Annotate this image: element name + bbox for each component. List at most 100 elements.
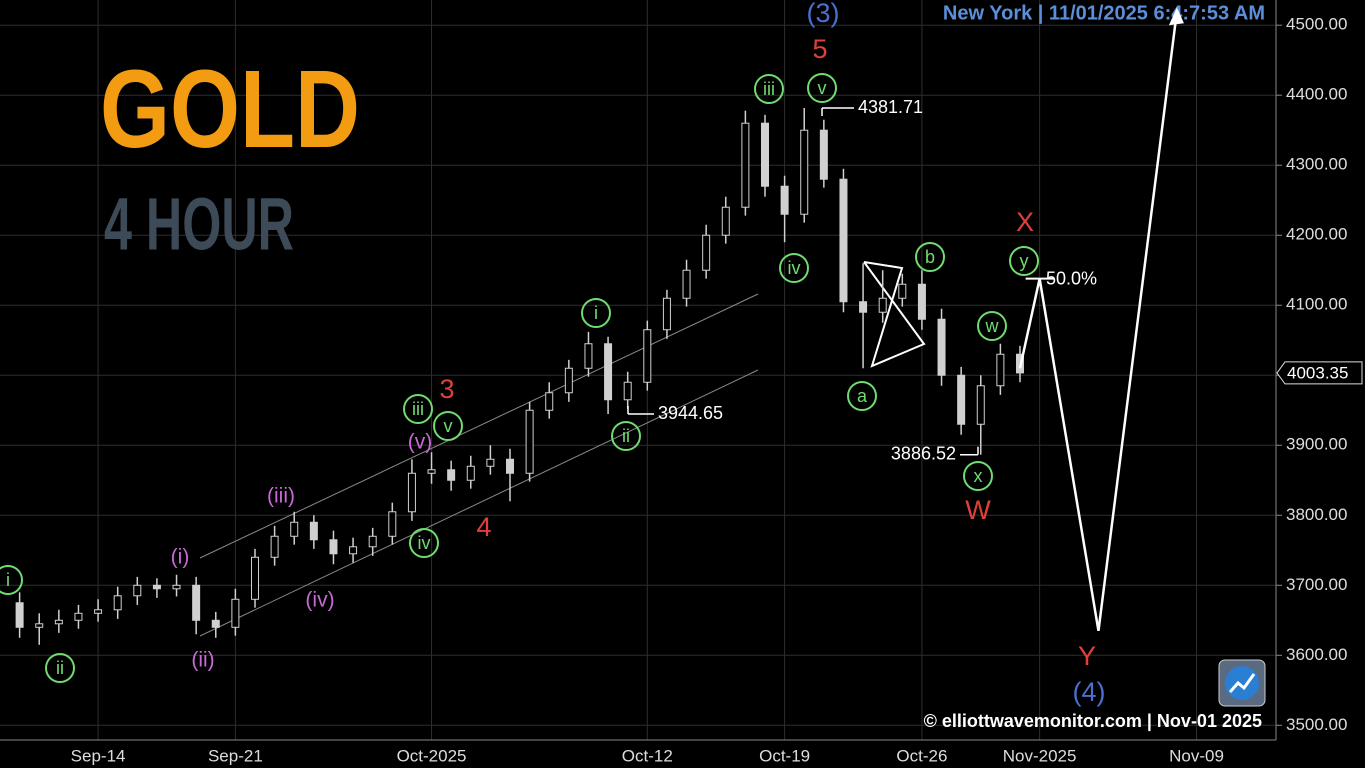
wave-label: x bbox=[974, 466, 983, 486]
candle-body bbox=[486, 458, 495, 467]
candle-body bbox=[976, 385, 985, 425]
wave-label: 4 bbox=[476, 512, 491, 542]
wave-label: Y bbox=[1078, 641, 1096, 671]
wave-label: (ii) bbox=[191, 649, 214, 672]
forecast-line bbox=[1018, 11, 1179, 631]
candle-body bbox=[623, 381, 632, 401]
candle-body bbox=[35, 623, 44, 628]
wave-label: v bbox=[818, 78, 827, 98]
wave-circle bbox=[977, 311, 1007, 341]
candle-body bbox=[290, 521, 299, 537]
candle-body bbox=[917, 283, 926, 320]
wave-circle bbox=[433, 411, 463, 441]
wave-label: ii bbox=[56, 658, 64, 678]
wave-circle bbox=[581, 298, 611, 328]
wave-circle bbox=[779, 253, 809, 283]
y-tick-label: 3600.00 bbox=[1286, 645, 1347, 664]
wave-label: 3 bbox=[439, 374, 454, 404]
candle-body bbox=[721, 206, 730, 236]
candle-body bbox=[506, 458, 514, 474]
wave-label: i bbox=[594, 303, 598, 323]
candle-body bbox=[407, 472, 416, 513]
price-label: 4381.71 bbox=[858, 97, 923, 117]
wave-circle bbox=[45, 653, 75, 683]
wave-label: (iv) bbox=[305, 589, 334, 612]
wave-label: (v) bbox=[408, 431, 433, 454]
y-tick-label: 4200.00 bbox=[1286, 225, 1347, 244]
candle-body bbox=[584, 343, 593, 369]
retracement-label: 50.0% bbox=[1046, 268, 1097, 288]
triangle bbox=[863, 261, 926, 368]
candle-body bbox=[152, 584, 161, 590]
wave-label: v bbox=[444, 416, 453, 436]
candle-body bbox=[878, 297, 887, 313]
candle-body bbox=[996, 353, 1005, 387]
x-tick-label: Oct-26 bbox=[896, 746, 947, 765]
y-tick-label: 4300.00 bbox=[1286, 155, 1347, 174]
candle-body bbox=[525, 409, 534, 474]
candles bbox=[15, 108, 1024, 645]
x-tick-label: Oct-19 bbox=[759, 746, 810, 765]
candle-body bbox=[466, 465, 475, 481]
candle-body bbox=[643, 329, 652, 383]
header: New York | 11/01/2025 6:4:7:53 AM bbox=[943, 2, 1265, 24]
x-tick-label: Oct-2025 bbox=[397, 746, 467, 765]
candle-body bbox=[211, 619, 220, 628]
last-price-tag bbox=[1276, 361, 1363, 385]
wave-label: (i) bbox=[171, 546, 190, 569]
x-tick-label: Oct-12 bbox=[622, 746, 673, 765]
wave-circle bbox=[754, 74, 784, 104]
candle-body bbox=[270, 535, 279, 558]
candle-body bbox=[172, 584, 181, 590]
candle-body bbox=[859, 301, 868, 313]
candle-body bbox=[74, 612, 83, 621]
candle-body bbox=[309, 521, 318, 541]
wave-circle bbox=[1009, 246, 1039, 276]
wave-circle bbox=[847, 381, 877, 411]
candle-body bbox=[898, 283, 907, 299]
wave-circle bbox=[915, 242, 945, 272]
price-label: 3944.65 bbox=[658, 403, 723, 423]
y-tick-label: 4400.00 bbox=[1286, 85, 1347, 104]
last-price-label: 4003.35 bbox=[1287, 363, 1348, 382]
candle-body bbox=[564, 367, 573, 394]
x-tick-label: Sep-14 bbox=[71, 746, 126, 765]
candle-body bbox=[251, 556, 259, 600]
channel-line bbox=[199, 369, 759, 637]
forecast-arrowhead bbox=[1168, 7, 1184, 26]
wave-label: y bbox=[1020, 251, 1029, 271]
chart-title: GOLD bbox=[100, 48, 360, 171]
candle-body bbox=[427, 469, 436, 474]
wave-label: iv bbox=[788, 258, 801, 278]
wave-circle bbox=[963, 461, 993, 491]
wave-label: w bbox=[985, 316, 1000, 336]
wave-circle bbox=[0, 565, 23, 595]
wave-label: (4) bbox=[1073, 677, 1106, 707]
candle-body bbox=[15, 602, 24, 628]
candle-body bbox=[54, 619, 63, 625]
x-tick-label: Sep-21 bbox=[208, 746, 263, 765]
wave-label: a bbox=[857, 386, 868, 406]
price-label: 3886.52 bbox=[891, 443, 956, 463]
y-tick-label: 3700.00 bbox=[1286, 575, 1347, 594]
candle-body bbox=[957, 374, 966, 425]
candle-body bbox=[231, 598, 240, 628]
candle-body bbox=[780, 185, 789, 215]
wave-circle bbox=[409, 528, 439, 558]
candle-body bbox=[349, 546, 358, 555]
candle-body bbox=[329, 539, 338, 555]
candle-body bbox=[937, 318, 946, 376]
y-tick-label: 3800.00 bbox=[1286, 505, 1347, 524]
wave-circle bbox=[611, 421, 641, 451]
candle-body bbox=[819, 129, 828, 180]
wave-label: i bbox=[6, 570, 10, 590]
candle-body bbox=[388, 511, 397, 537]
wave-circle bbox=[403, 394, 433, 424]
candle-body bbox=[133, 584, 142, 597]
candle-body bbox=[839, 178, 848, 303]
y-tick-label: 4100.00 bbox=[1286, 295, 1347, 314]
candle-body bbox=[741, 122, 750, 208]
candle-body bbox=[761, 122, 769, 187]
x-tick-label: Nov-2025 bbox=[1003, 746, 1077, 765]
